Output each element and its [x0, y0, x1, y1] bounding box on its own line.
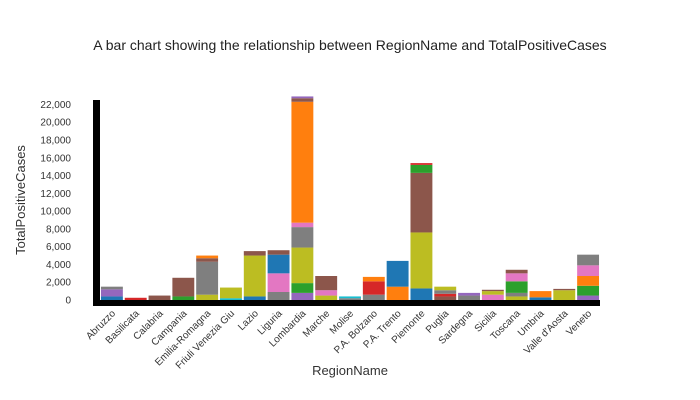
- chart-title: A bar chart showing the relationship bet…: [93, 37, 606, 53]
- bar-segment: [243, 255, 266, 297]
- bar-segment: [148, 295, 171, 300]
- y-tick-label: 22,000: [40, 100, 71, 111]
- bar-segment: [481, 294, 504, 300]
- bar-segment: [481, 289, 504, 292]
- bar-segment: [196, 294, 219, 300]
- bar-segment: [362, 281, 385, 295]
- y-tick-label: 4,000: [46, 260, 71, 271]
- y-tick-label: 16,000: [40, 153, 71, 164]
- bar-segment: [267, 273, 290, 292]
- bar-segment: [315, 290, 338, 296]
- bar-segment: [410, 164, 433, 173]
- bar-segment: [577, 254, 600, 266]
- y-ticks-group: 0 2,000 4,000 6,000 8,000 10,000 12,000 14,000 1…: [40, 100, 71, 307]
- y-axis-title: TotalPositiveCases: [13, 145, 28, 255]
- bar-segment: [339, 296, 361, 299]
- bar-segment: [291, 222, 314, 228]
- y-tick-label: 0: [65, 296, 71, 307]
- bar-segment: [362, 294, 385, 300]
- bar-segment: [196, 255, 219, 259]
- bars-group: [100, 96, 600, 300]
- bar-segment: [291, 96, 314, 99]
- bar-segment: [291, 101, 314, 223]
- bar-segment: [267, 250, 290, 255]
- y-tick-label: 10,000: [40, 207, 71, 218]
- x-ticks-group: AbruzzoBasilicataCalabriaCampaniaEmilia-…: [84, 308, 594, 372]
- bar-segment: [529, 297, 552, 300]
- bar-segment: [434, 293, 457, 297]
- bar-segment: [577, 285, 600, 296]
- bar-segment: [315, 276, 338, 291]
- x-tick-label: Marche: [301, 308, 333, 340]
- bar-segment: [410, 232, 433, 289]
- y-tick-label: 14,000: [40, 171, 71, 182]
- bar-segment: [100, 286, 123, 290]
- bar-segment: [458, 292, 480, 296]
- bar-segment: [577, 295, 600, 300]
- bar-segment: [124, 297, 147, 300]
- bar-segment: [410, 163, 433, 165]
- y-tick-label: 8,000: [46, 224, 71, 235]
- x-tick-label: Veneto: [564, 308, 594, 338]
- bar-segment: [410, 172, 433, 233]
- bar-segment: [196, 261, 219, 295]
- bar-segment: [243, 296, 266, 300]
- bar-segment: [434, 296, 457, 300]
- bar-segment: [577, 276, 600, 286]
- bar-segment: [505, 269, 528, 274]
- bar-segment: [339, 298, 361, 300]
- bar-segment: [315, 295, 338, 300]
- y-tick-label: 6,000: [46, 242, 71, 253]
- bar-segment: [505, 281, 528, 293]
- y-tick-label: 20,000: [40, 118, 71, 129]
- bar-segment: [458, 295, 480, 300]
- bar-segment: [386, 260, 409, 287]
- y-tick-label: 2,000: [46, 278, 71, 289]
- y-axis-line: [93, 100, 100, 306]
- bar-segment: [434, 290, 457, 294]
- bar-segment: [291, 98, 314, 102]
- bar-segment: [434, 286, 457, 291]
- bar-segment: [267, 254, 290, 274]
- bar-segment: [529, 291, 552, 298]
- bar-segment: [386, 286, 409, 300]
- bar-segment: [553, 288, 576, 291]
- bar-segment: [220, 287, 242, 299]
- bar-segment: [196, 258, 219, 262]
- bar-segment: [172, 277, 195, 297]
- bar-segment: [553, 290, 576, 300]
- bar-segment: [291, 227, 314, 248]
- bar-segment: [505, 292, 528, 297]
- bar-segment: [577, 265, 600, 276]
- x-axis-line: [93, 300, 600, 306]
- bar-segment: [362, 276, 385, 282]
- bar-segment: [100, 289, 123, 297]
- bar-segment: [291, 283, 314, 293]
- bar-segment: [291, 247, 314, 284]
- bar-segment: [410, 288, 433, 300]
- bar-segment: [100, 296, 123, 300]
- bar-segment: [291, 292, 314, 300]
- y-tick-label: 12,000: [40, 189, 71, 200]
- x-axis-title: RegionName: [312, 363, 388, 378]
- bar-segment: [481, 291, 504, 295]
- bar-segment: [220, 298, 242, 300]
- bar-segment: [172, 296, 195, 300]
- bar-segment: [505, 273, 528, 282]
- bar-segment: [505, 296, 528, 300]
- bar-segment: [267, 292, 290, 300]
- bar-segment: [243, 251, 266, 256]
- y-tick-label: 18,000: [40, 136, 71, 147]
